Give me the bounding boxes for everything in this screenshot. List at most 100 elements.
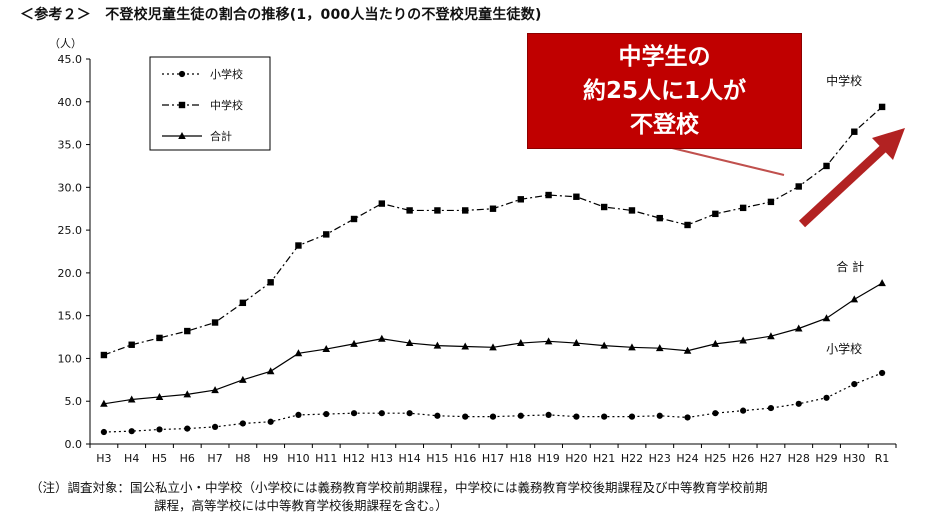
x-tick-label: H19 — [537, 452, 559, 465]
data-point — [628, 343, 636, 351]
data-point — [211, 386, 219, 394]
data-point — [155, 392, 164, 400]
data-point — [156, 334, 163, 342]
data-point — [239, 375, 247, 383]
x-tick-label: H8 — [235, 452, 250, 465]
x-tick-label: H4 — [124, 452, 139, 465]
page-title: ＜参考２＞ 不登校児童生徒の割合の推移(1，000人当たりの不登校児童生徒数) — [20, 7, 542, 23]
y-tick-label: 45.0 — [58, 53, 83, 66]
legend-marker — [178, 132, 186, 139]
data-point — [100, 428, 107, 436]
x-tick-label: H28 — [788, 452, 810, 465]
data-point — [684, 221, 691, 229]
footnote-line-2: 課程，高等学校には中等教育学校後期課程を含む。） — [154, 498, 448, 513]
data-point — [516, 339, 525, 347]
x-tick-label: H29 — [815, 452, 837, 465]
x-tick-label: H20 — [565, 452, 587, 465]
legend-entry: 合計 — [210, 129, 232, 143]
x-tick-label: H21 — [593, 452, 615, 465]
data-point — [545, 411, 552, 419]
x-tick-label: H25 — [704, 452, 726, 465]
data-point — [572, 339, 581, 347]
trend-arrow-shaft — [798, 142, 890, 228]
data-point — [462, 207, 469, 214]
data-point — [711, 339, 720, 347]
x-tick-label: H5 — [152, 452, 167, 465]
data-point — [267, 279, 274, 286]
x-tick-label: H12 — [343, 452, 365, 465]
y-tick-label: 25.0 — [58, 224, 83, 237]
data-point — [405, 339, 414, 347]
legend-box — [149, 56, 271, 151]
data-point — [683, 346, 692, 354]
data-point — [323, 231, 330, 238]
data-point — [544, 337, 553, 345]
data-point — [879, 369, 886, 377]
data-point — [489, 343, 497, 351]
series-line-1 — [103, 372, 883, 433]
x-tick-label: H22 — [621, 452, 643, 465]
data-point — [127, 395, 136, 403]
data-point — [545, 191, 552, 199]
x-tick-label: H23 — [649, 452, 671, 465]
data-point — [712, 210, 719, 218]
data-point — [573, 413, 580, 420]
data-point — [573, 193, 580, 200]
data-point — [211, 423, 219, 430]
data-point — [239, 299, 247, 307]
data-point — [323, 410, 330, 418]
y-tick-label: 35.0 — [58, 139, 83, 152]
y-tick-label: 0.0 — [65, 438, 83, 451]
data-point — [712, 410, 719, 417]
data-point — [767, 332, 775, 340]
data-point — [656, 214, 663, 222]
data-point — [295, 411, 302, 419]
data-point — [822, 314, 831, 322]
y-tick-label: 40.0 — [58, 96, 83, 109]
data-point — [628, 413, 636, 420]
data-point — [434, 412, 441, 419]
data-point — [767, 198, 775, 206]
data-point — [406, 410, 413, 417]
data-point — [433, 341, 442, 349]
x-tick-label: H9 — [263, 452, 278, 465]
data-point — [378, 200, 386, 207]
callout-line-2: 約25人に1人が — [582, 78, 746, 104]
y-axis-label: （人） — [49, 37, 82, 50]
data-point — [239, 420, 246, 427]
legend-marker — [178, 70, 186, 78]
x-tick-label: H16 — [454, 452, 476, 465]
y-tick-label: 15.0 — [58, 310, 83, 323]
data-point — [461, 342, 470, 350]
data-point — [517, 196, 524, 203]
data-point — [767, 404, 775, 412]
data-point — [434, 207, 441, 214]
x-tick-label: R1 — [875, 452, 890, 465]
data-point — [462, 413, 469, 420]
data-point — [211, 319, 219, 326]
series-label: 中学校 — [826, 73, 862, 88]
x-tick-label: H10 — [287, 452, 309, 465]
data-point — [878, 279, 886, 287]
data-point — [100, 399, 108, 407]
x-tick-label: H17 — [482, 452, 504, 465]
data-point — [128, 428, 135, 435]
legend-entry: 小学校 — [210, 67, 243, 81]
y-tick-label: 10.0 — [58, 352, 83, 365]
x-tick-label: H24 — [676, 452, 698, 465]
data-point — [184, 327, 191, 335]
data-point — [489, 205, 497, 212]
series-label: 合 計 — [836, 259, 864, 274]
data-point — [740, 407, 747, 414]
data-point — [322, 345, 331, 353]
trend-arrow-head — [872, 128, 905, 160]
data-point — [184, 425, 191, 432]
data-point — [601, 413, 608, 420]
data-point — [851, 128, 858, 135]
legend-entry: 中学校 — [210, 98, 243, 112]
data-point — [600, 203, 608, 211]
data-point — [851, 381, 858, 388]
footnote: （注）調査対象：国公私立小・中学校（小学校には義務教育学校前期課程，中学校には義… — [30, 479, 942, 515]
data-point — [350, 215, 358, 223]
